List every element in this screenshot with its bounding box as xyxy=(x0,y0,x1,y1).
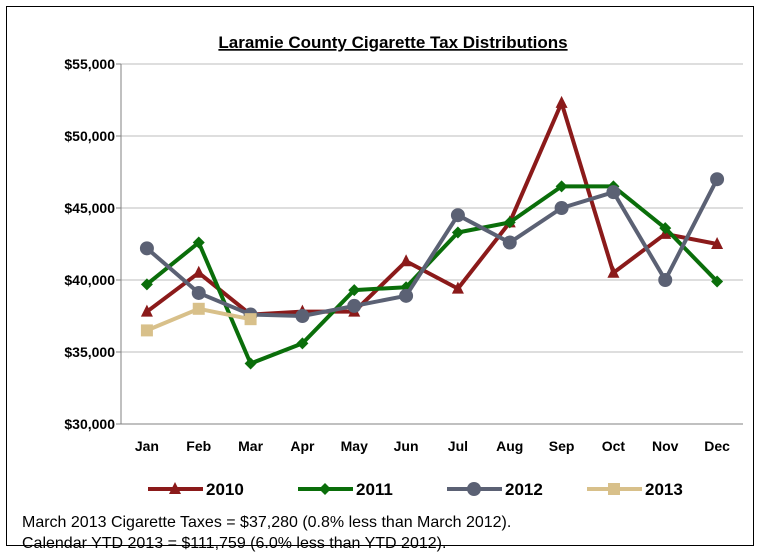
x-tick-label: Dec xyxy=(704,438,730,454)
x-tick-label: Aug xyxy=(496,438,523,454)
y-tick-label: $50,000 xyxy=(64,128,115,144)
data-point xyxy=(169,482,181,494)
x-tick-label: Feb xyxy=(186,438,211,454)
legend-item-2010: 2010 xyxy=(148,480,244,499)
data-point xyxy=(711,275,724,288)
data-point xyxy=(503,216,516,229)
x-tick-labels: Jan Feb Mar Apr May Jun Jul Aug Sep Oct Nov Dec xyxy=(135,438,730,454)
x-tick-label: Mar xyxy=(238,438,263,454)
data-point xyxy=(710,172,725,187)
series-line xyxy=(145,100,718,317)
data-point xyxy=(451,281,464,294)
data-point xyxy=(191,285,206,300)
data-point xyxy=(244,313,257,326)
legend-label: 2010 xyxy=(206,480,244,499)
data-point xyxy=(450,208,465,223)
y-tick-label: $55,000 xyxy=(64,56,115,72)
data-point xyxy=(348,284,361,297)
data-point xyxy=(608,483,620,495)
x-tick-label: Oct xyxy=(602,438,626,454)
legend-label: 2011 xyxy=(356,480,393,499)
data-point xyxy=(399,288,414,303)
data-point xyxy=(467,482,481,496)
x-tick-label: Nov xyxy=(652,438,679,454)
legend-item-2011: 2011 xyxy=(298,480,393,499)
data-point xyxy=(244,357,257,370)
data-point xyxy=(400,254,413,267)
data-point xyxy=(554,201,569,215)
series-2012 xyxy=(139,172,725,323)
note-line-1: March 2013 Cigarette Taxes = $37,280 (0.… xyxy=(22,514,511,531)
data-point xyxy=(711,237,724,249)
x-tick-label: Jun xyxy=(394,438,419,454)
legend-item-2012: 2012 xyxy=(447,480,543,499)
y-tick-label: $40,000 xyxy=(64,272,115,288)
x-tick-label: Jul xyxy=(448,438,468,454)
series-2013 xyxy=(140,302,257,337)
series-line xyxy=(145,178,719,318)
data-point xyxy=(192,302,205,315)
y-tick-label: $45,000 xyxy=(64,200,115,216)
note-line-2: Calendar YTD 2013 = $111,759 (6.0% less … xyxy=(22,535,446,552)
series-lines xyxy=(139,95,725,370)
data-point xyxy=(451,226,464,239)
chart-frame xyxy=(6,6,754,546)
data-point xyxy=(140,304,153,317)
legend-label: 2013 xyxy=(645,480,683,499)
x-tick-label: Jan xyxy=(135,438,159,454)
data-point xyxy=(295,309,310,323)
data-point xyxy=(659,222,672,235)
y-tick-label: $30,000 xyxy=(64,416,115,432)
data-point xyxy=(555,180,568,193)
data-point xyxy=(606,185,621,200)
legend: 2010 2011 2012 2013 xyxy=(148,480,683,499)
series-line xyxy=(145,184,719,366)
data-point xyxy=(607,265,620,278)
y-tick-labels: $30,000 $35,000 $40,000 $45,000 $50,000 $55,0… xyxy=(64,56,115,432)
axes xyxy=(120,64,743,425)
x-tick-label: May xyxy=(341,438,368,454)
legend-label: 2012 xyxy=(505,480,543,499)
x-tick-label: Sep xyxy=(549,438,575,454)
data-point xyxy=(192,236,205,249)
legend-item-2013: 2013 xyxy=(587,480,683,499)
data-point xyxy=(319,483,331,495)
data-point xyxy=(140,324,153,337)
data-point xyxy=(502,235,517,250)
data-point xyxy=(658,273,673,287)
data-point xyxy=(140,278,153,291)
y-tick-label: $35,000 xyxy=(64,344,115,360)
x-tick-label: Apr xyxy=(290,438,315,454)
data-point xyxy=(296,337,309,350)
data-point xyxy=(139,241,154,256)
data-point xyxy=(555,95,568,108)
data-point xyxy=(192,265,205,278)
data-point xyxy=(347,298,362,313)
chart-title: Laramie County Cigarette Tax Distributio… xyxy=(218,33,567,52)
